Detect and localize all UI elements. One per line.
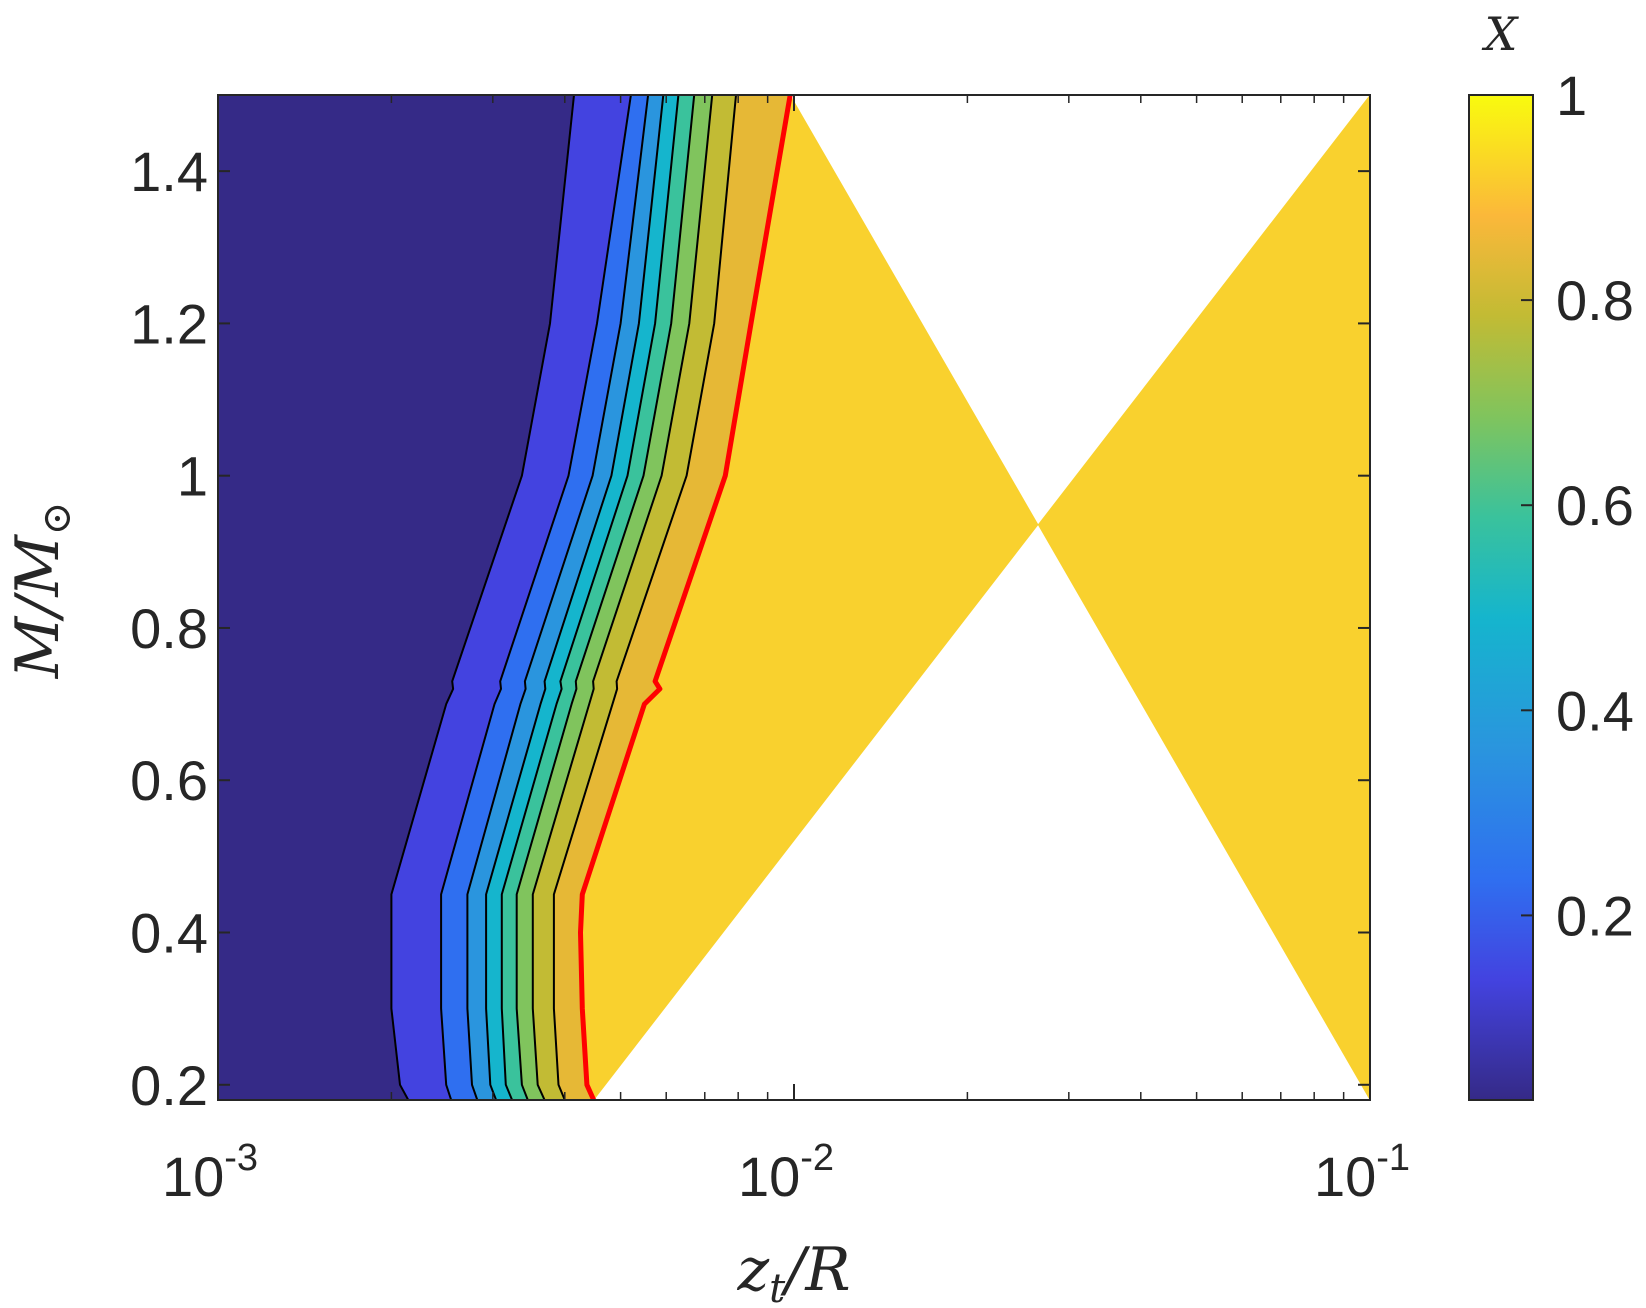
colorbar-tick-label: 1	[1556, 64, 1587, 127]
contour-line-5	[515, 95, 696, 1100]
contour-line-0	[390, 95, 575, 1100]
contour-line-3	[485, 95, 665, 1100]
colorbar-gradient	[1468, 94, 1534, 1101]
colorbar-tick-label: 0.2	[1556, 884, 1634, 947]
y-axis-label: M/M⊙	[3, 502, 80, 680]
colorbar-tick-label: 0.4	[1556, 679, 1634, 742]
y-tick-label: 0.6	[130, 749, 208, 812]
x-axis-label: zt/R	[736, 1235, 850, 1308]
contour-line-8	[578, 95, 793, 1100]
axis-ticks: 0.2 0.4 0.6 0.8 1 1.2 1.4 10-3 10-2 10-1	[130, 95, 1410, 1208]
y-tick-label: 0.8	[130, 597, 208, 660]
contour-line-2	[466, 95, 650, 1100]
y-tick-label: 0.4	[130, 902, 208, 965]
contour-line-4	[500, 95, 680, 1100]
y-tick-label: 1.2	[130, 292, 208, 355]
y-tick-label: 0.2	[130, 1054, 208, 1117]
colorbar: 0.2 0.4 0.6 0.8 1	[1468, 64, 1634, 1101]
x-tick-label: 10-2	[738, 1137, 834, 1208]
y-tick-label: 1.4	[130, 140, 208, 203]
y-tick-label: 1	[177, 445, 208, 508]
contour-lines	[390, 95, 793, 1100]
contour-line-6	[531, 95, 714, 1100]
x-tick-label: 10-1	[1314, 1137, 1410, 1208]
x-tick-label: 10-3	[162, 1137, 258, 1208]
colorbar-label: X	[1482, 7, 1520, 61]
contour-line-1	[440, 95, 632, 1100]
colorbar-tick-label: 0.8	[1556, 269, 1634, 332]
colorbar-tick-label: 0.6	[1556, 474, 1634, 537]
contour-line-7	[552, 95, 737, 1100]
